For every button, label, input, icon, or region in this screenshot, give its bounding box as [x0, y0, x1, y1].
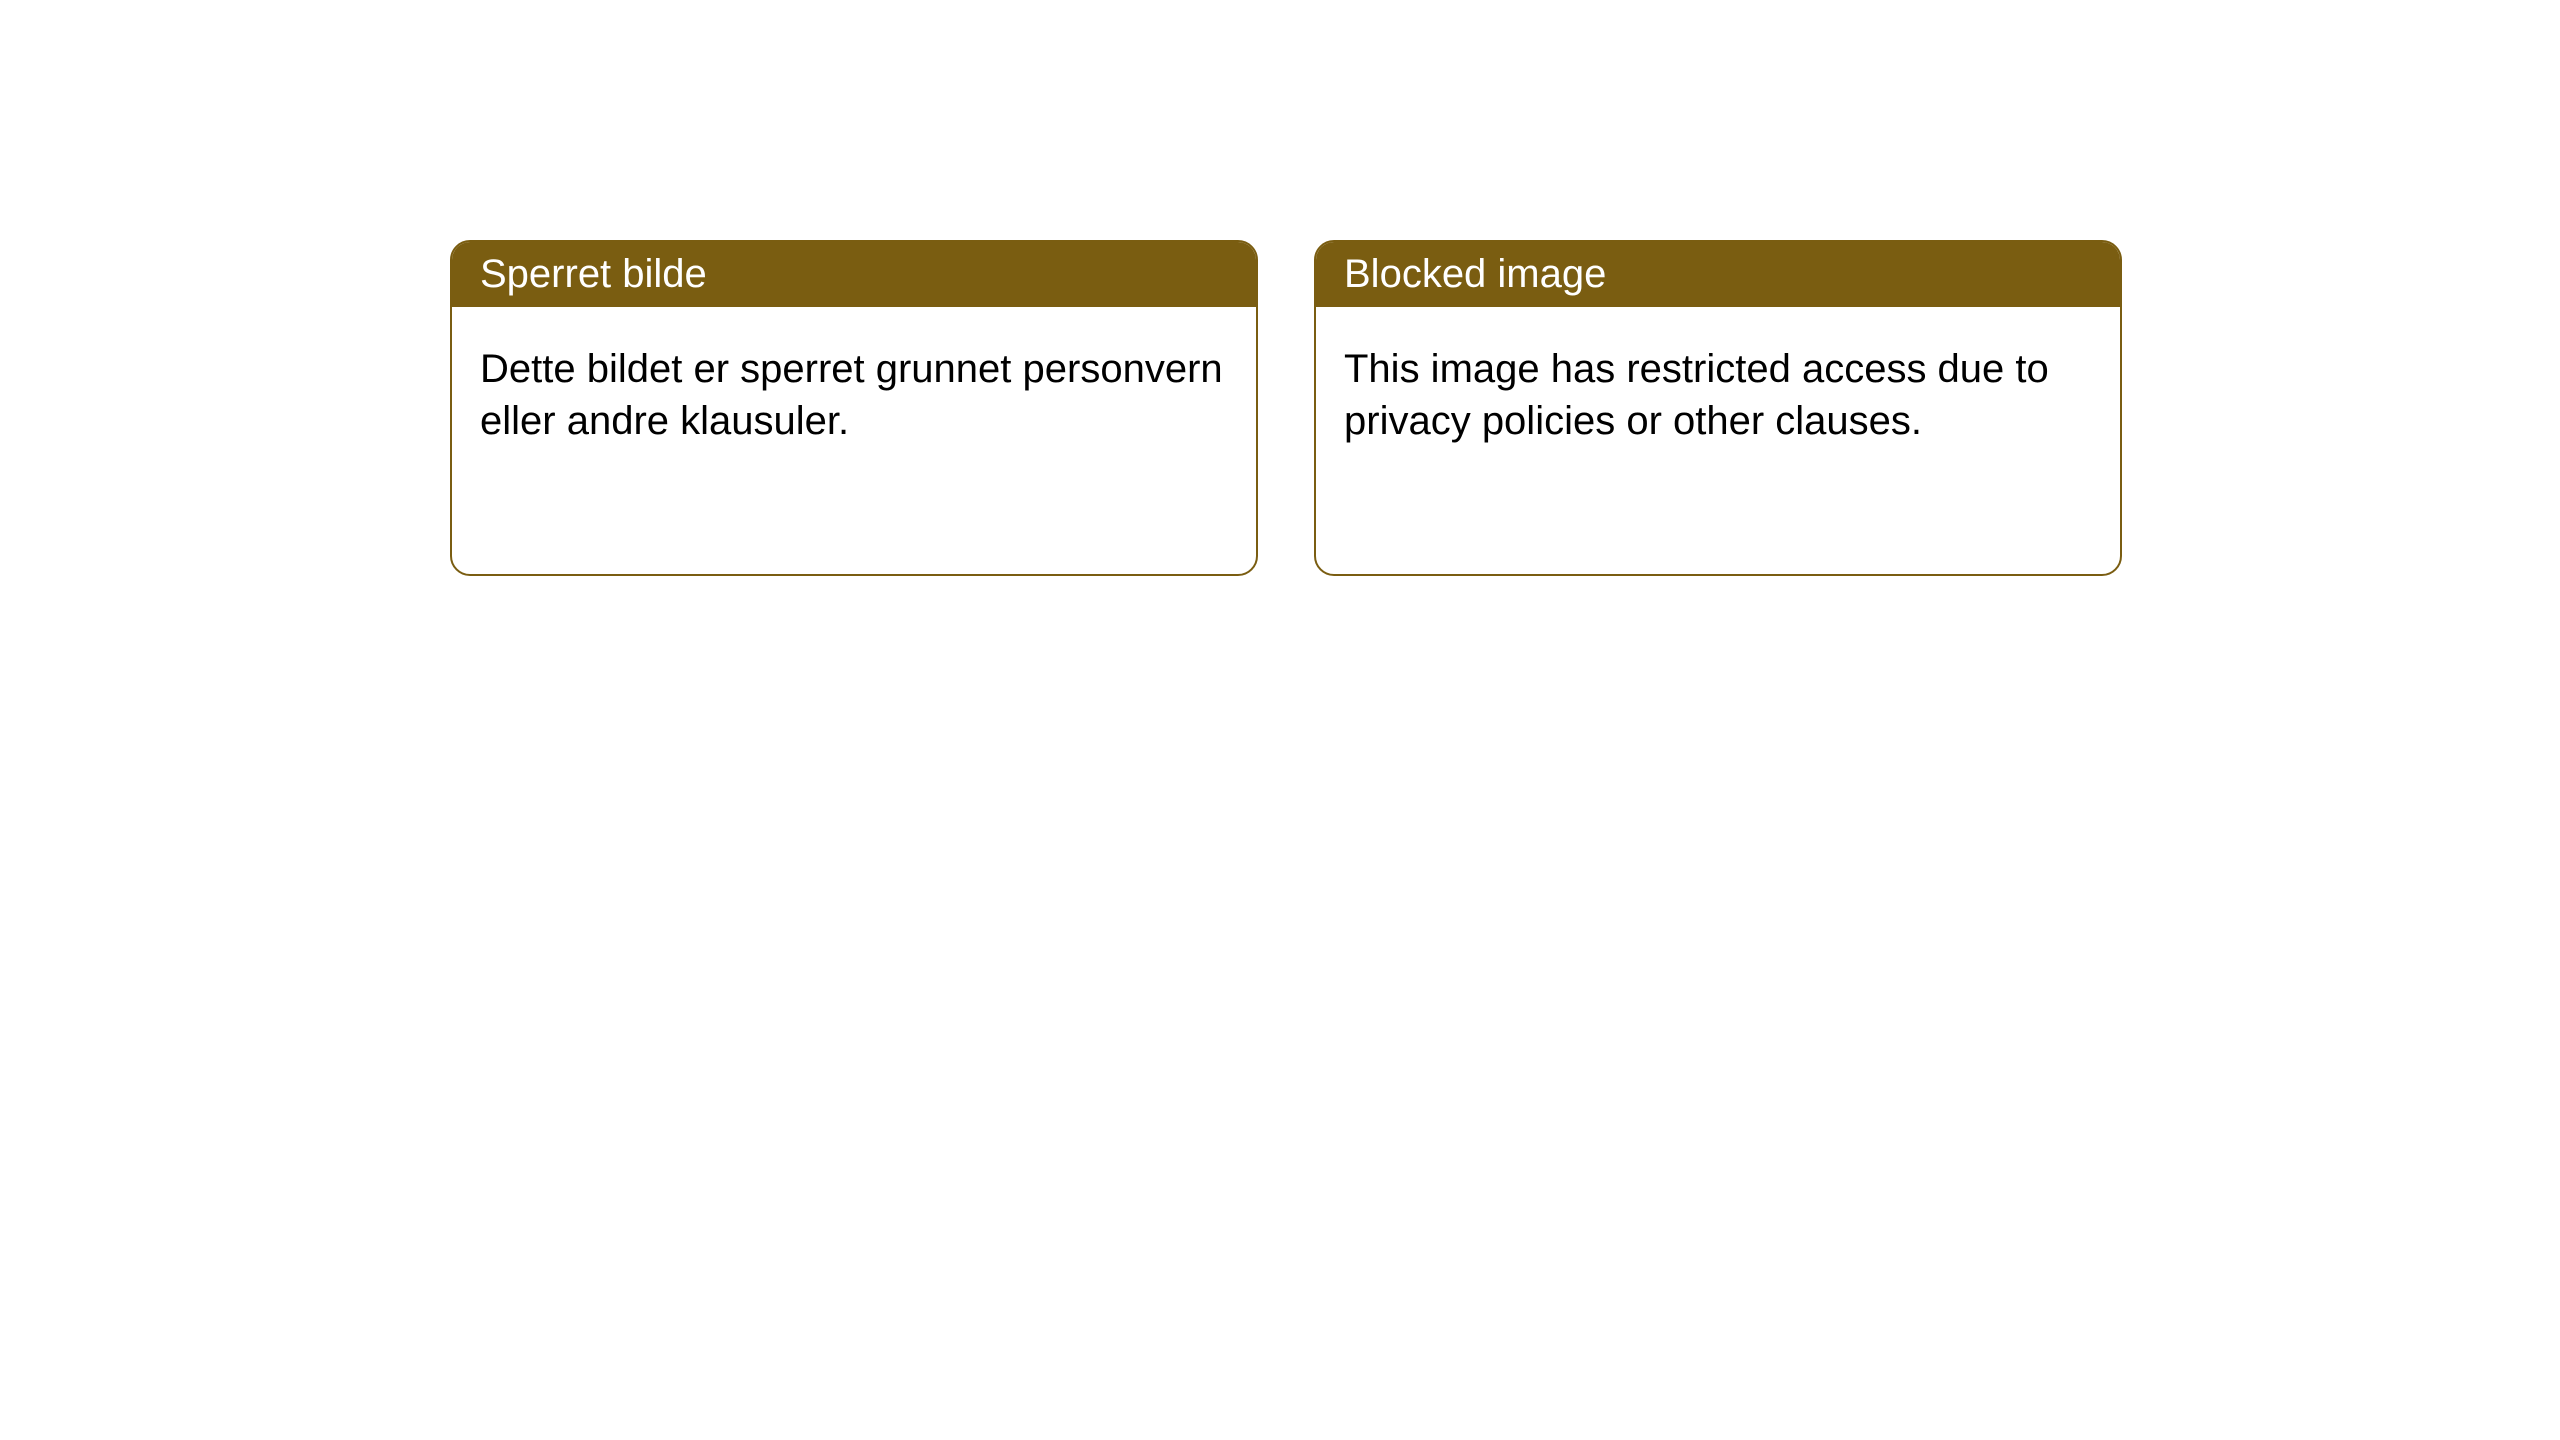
- card-title-en: Blocked image: [1344, 252, 1606, 296]
- card-body-no: Dette bildet er sperret grunnet personve…: [452, 307, 1256, 483]
- blocked-image-card-no: Sperret bilde Dette bildet er sperret gr…: [450, 240, 1258, 576]
- card-header-no: Sperret bilde: [452, 242, 1256, 307]
- card-header-en: Blocked image: [1316, 242, 2120, 307]
- cards-container: Sperret bilde Dette bildet er sperret gr…: [0, 0, 2560, 576]
- card-body-text-no: Dette bildet er sperret grunnet personve…: [480, 347, 1223, 443]
- card-body-text-en: This image has restricted access due to …: [1344, 347, 2049, 443]
- card-body-en: This image has restricted access due to …: [1316, 307, 2120, 483]
- blocked-image-card-en: Blocked image This image has restricted …: [1314, 240, 2122, 576]
- card-title-no: Sperret bilde: [480, 252, 707, 296]
